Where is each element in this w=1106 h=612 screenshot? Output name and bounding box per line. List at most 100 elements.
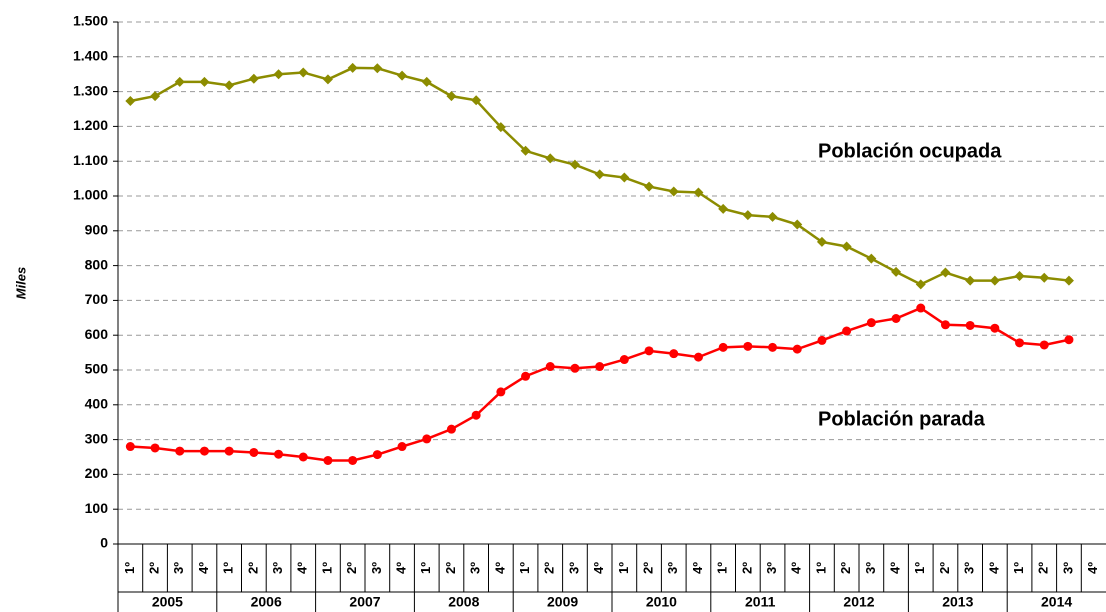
x-tick-label: 1º xyxy=(813,562,828,574)
point xyxy=(841,241,852,252)
x-tick-label: 2º xyxy=(640,562,655,574)
point xyxy=(224,80,235,91)
x-tick-label: 2º xyxy=(1036,562,1051,574)
x-tick-label: 1º xyxy=(418,562,433,574)
point xyxy=(916,303,926,313)
point xyxy=(1064,335,1074,345)
x-tick-label: 1º xyxy=(715,562,730,574)
point xyxy=(842,326,852,336)
point xyxy=(816,236,827,247)
point xyxy=(693,187,704,198)
point xyxy=(866,318,876,328)
series-label: Población parada xyxy=(818,408,986,430)
point xyxy=(644,181,655,192)
y-tick-label: 600 xyxy=(85,326,109,342)
point xyxy=(125,95,136,106)
point xyxy=(274,449,284,459)
point xyxy=(397,70,408,81)
point xyxy=(569,159,580,170)
point xyxy=(150,443,160,453)
point xyxy=(520,145,531,156)
x-tick-label: 3º xyxy=(270,562,285,574)
x-tick-label: 3º xyxy=(665,562,680,574)
year-label: 2009 xyxy=(547,594,578,610)
year-label: 2013 xyxy=(942,594,973,610)
point xyxy=(1039,272,1050,283)
y-tick-label: 700 xyxy=(85,291,109,307)
y-tick-label: 0 xyxy=(100,535,108,551)
x-tick-label: 2º xyxy=(739,562,754,574)
point xyxy=(619,355,629,365)
y-tick-label: 1.000 xyxy=(73,187,108,203)
y-tick-label: 100 xyxy=(85,500,109,516)
point xyxy=(718,342,728,352)
point xyxy=(718,203,729,214)
point xyxy=(595,362,605,372)
x-tick-label: 1º xyxy=(221,562,236,574)
point xyxy=(249,447,259,457)
point xyxy=(891,266,902,277)
point xyxy=(743,341,753,351)
point xyxy=(175,446,185,456)
point xyxy=(1014,271,1025,282)
x-tick-label: 4º xyxy=(591,562,606,574)
y-tick-label: 300 xyxy=(85,430,109,446)
x-tick-label: 4º xyxy=(789,562,804,574)
x-tick-label: 1º xyxy=(1011,562,1026,574)
y-tick-label: 1.400 xyxy=(73,48,108,64)
y-tick-label: 1.100 xyxy=(73,152,108,168)
x-tick-label: 1º xyxy=(616,562,631,574)
x-tick-label: 4º xyxy=(492,562,507,574)
x-tick-label: 3º xyxy=(863,562,878,574)
point xyxy=(372,63,383,74)
x-tick-label: 3º xyxy=(1060,562,1075,574)
point xyxy=(866,253,877,264)
point xyxy=(965,320,975,330)
year-label: 2010 xyxy=(646,594,677,610)
y-tick-label: 1.500 xyxy=(73,13,108,29)
point xyxy=(421,76,432,87)
y-tick-label: 800 xyxy=(85,256,109,272)
point xyxy=(471,95,482,106)
point xyxy=(768,342,778,352)
point xyxy=(545,362,555,372)
point xyxy=(446,91,457,102)
year-label: 2014 xyxy=(1041,594,1072,610)
point xyxy=(742,210,753,221)
x-tick-label: 2º xyxy=(245,562,260,574)
point xyxy=(545,153,556,164)
point xyxy=(224,446,234,456)
series-label: Población ocupada xyxy=(818,140,1002,162)
point xyxy=(989,275,1000,286)
x-tick-label: 4º xyxy=(196,562,211,574)
point xyxy=(1015,338,1025,348)
point xyxy=(891,313,901,323)
point xyxy=(1039,340,1049,350)
y-tick-label: 400 xyxy=(85,396,109,412)
point xyxy=(965,275,976,286)
point xyxy=(990,323,1000,333)
point xyxy=(817,335,827,345)
point xyxy=(199,76,210,87)
y-tick-label: 900 xyxy=(85,222,109,238)
x-tick-label: 2º xyxy=(146,562,161,574)
x-tick-label: 2º xyxy=(937,562,952,574)
point xyxy=(570,363,580,373)
point xyxy=(792,344,802,354)
point xyxy=(322,74,333,85)
point xyxy=(323,455,333,465)
x-tick-label: 4º xyxy=(393,562,408,574)
year-label: 2005 xyxy=(152,594,183,610)
x-tick-label: 4º xyxy=(986,562,1001,574)
point xyxy=(495,122,506,133)
point xyxy=(644,346,654,356)
point xyxy=(693,352,703,362)
x-tick-label: 1º xyxy=(517,562,532,574)
y-axis-label: Miles xyxy=(13,267,28,300)
x-tick-label: 3º xyxy=(171,562,186,574)
point xyxy=(372,450,382,460)
point xyxy=(125,442,135,452)
x-tick-label: 3º xyxy=(764,562,779,574)
point xyxy=(669,349,679,359)
point xyxy=(298,67,309,78)
